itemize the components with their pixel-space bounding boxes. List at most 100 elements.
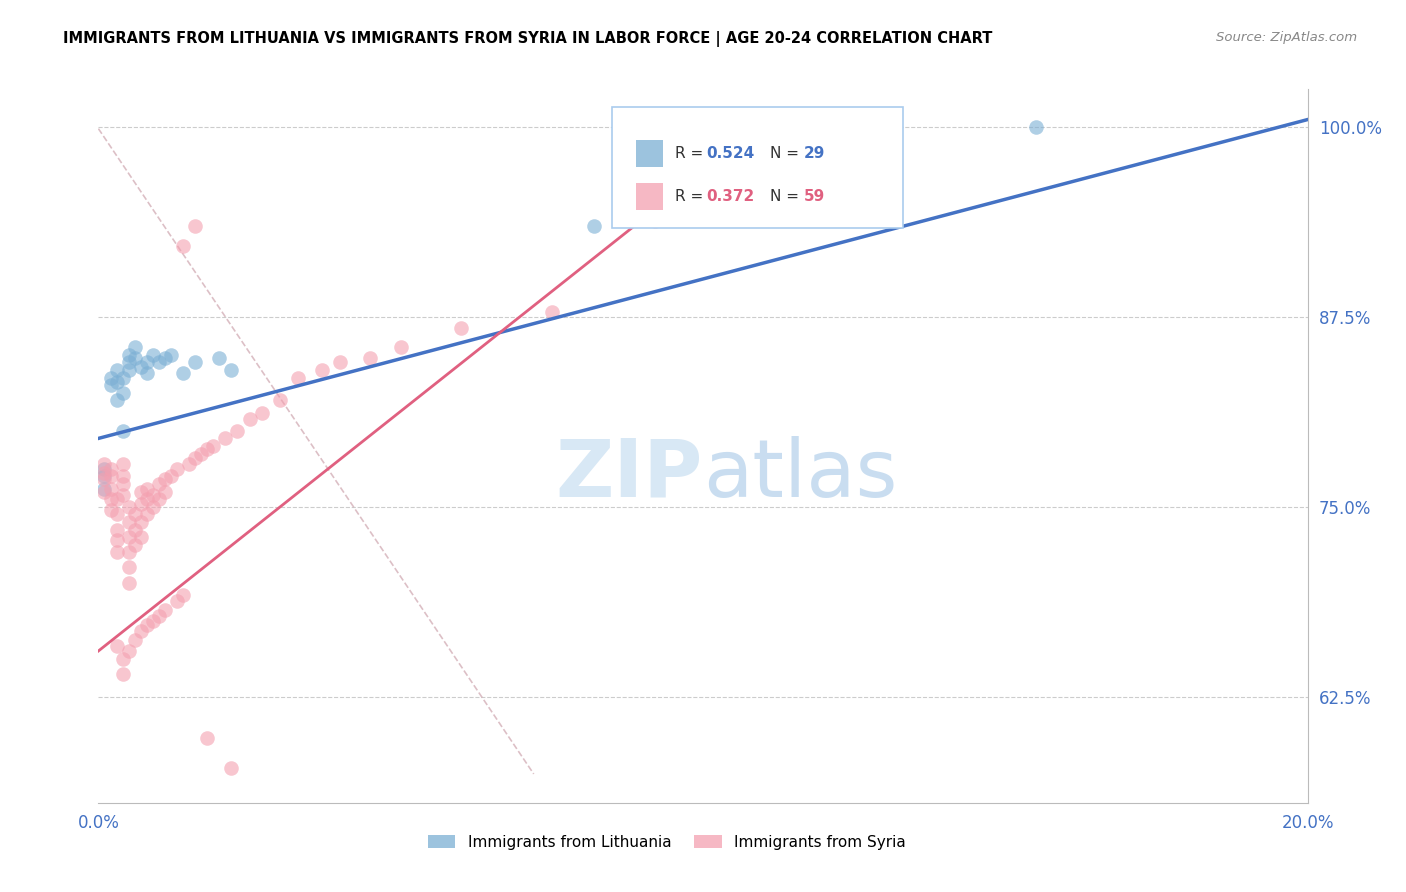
- Point: [100, 462, 122, 476]
- Point: [124, 340, 146, 354]
- Point: [93, 484, 115, 499]
- Point: [221, 363, 243, 377]
- Point: [184, 355, 207, 369]
- Point: [93, 462, 115, 476]
- Text: Source: ZipAtlas.com: Source: ZipAtlas.com: [1216, 31, 1357, 45]
- Point: [166, 594, 188, 608]
- Point: [100, 482, 122, 496]
- Point: [124, 633, 146, 648]
- Point: [105, 523, 128, 537]
- Point: [129, 484, 152, 499]
- Point: [105, 508, 128, 522]
- Text: 0.524: 0.524: [707, 146, 755, 161]
- Point: [389, 340, 412, 354]
- Point: [93, 467, 115, 481]
- Point: [142, 500, 165, 514]
- Point: [111, 487, 134, 501]
- Point: [583, 219, 606, 233]
- Point: [100, 370, 122, 384]
- Point: [153, 351, 176, 365]
- Point: [148, 492, 170, 507]
- Point: [644, 214, 666, 228]
- Point: [172, 366, 194, 380]
- Point: [111, 651, 134, 665]
- Point: [221, 761, 243, 775]
- Point: [111, 469, 134, 483]
- Point: [124, 538, 146, 552]
- Point: [105, 640, 128, 654]
- Point: [118, 348, 141, 362]
- Point: [179, 457, 201, 471]
- Point: [118, 560, 141, 574]
- Point: [118, 644, 141, 658]
- Point: [100, 502, 122, 516]
- Point: [111, 477, 134, 491]
- Point: [129, 497, 152, 511]
- Point: [540, 305, 562, 319]
- Point: [239, 411, 262, 425]
- Point: [184, 451, 207, 466]
- Point: [172, 238, 194, 252]
- Point: [124, 508, 146, 522]
- Point: [160, 469, 183, 483]
- Point: [135, 492, 157, 507]
- Point: [124, 351, 146, 365]
- Point: [195, 442, 218, 456]
- FancyBboxPatch shape: [637, 140, 664, 167]
- Point: [118, 500, 141, 514]
- Point: [135, 355, 157, 369]
- Legend: Immigrants from Lithuania, Immigrants from Syria: Immigrants from Lithuania, Immigrants fr…: [422, 829, 911, 855]
- Text: 29: 29: [803, 146, 825, 161]
- Point: [118, 575, 141, 590]
- FancyBboxPatch shape: [637, 183, 664, 210]
- Point: [129, 359, 152, 374]
- Point: [160, 348, 183, 362]
- Point: [153, 484, 176, 499]
- Point: [269, 393, 291, 408]
- Text: R =: R =: [675, 189, 709, 203]
- Point: [105, 545, 128, 559]
- Point: [118, 515, 141, 529]
- Point: [129, 515, 152, 529]
- Point: [118, 355, 141, 369]
- Point: [105, 492, 128, 507]
- Point: [111, 457, 134, 471]
- Point: [93, 457, 115, 471]
- Point: [226, 424, 249, 438]
- Point: [124, 523, 146, 537]
- Point: [111, 385, 134, 400]
- Point: [172, 588, 194, 602]
- Point: [208, 351, 231, 365]
- Point: [190, 447, 212, 461]
- Text: atlas: atlas: [703, 435, 897, 514]
- Text: R =: R =: [675, 146, 709, 161]
- Point: [195, 731, 218, 745]
- Point: [287, 370, 309, 384]
- Point: [153, 472, 176, 486]
- Text: 0.372: 0.372: [707, 189, 755, 203]
- Text: N =: N =: [769, 146, 803, 161]
- Point: [135, 618, 157, 632]
- Point: [135, 366, 157, 380]
- Point: [93, 469, 115, 483]
- Text: ZIP: ZIP: [555, 435, 703, 514]
- Point: [148, 477, 170, 491]
- Point: [100, 492, 122, 507]
- Point: [118, 363, 141, 377]
- Point: [142, 614, 165, 628]
- Point: [129, 530, 152, 544]
- Point: [166, 462, 188, 476]
- Point: [135, 508, 157, 522]
- Point: [100, 378, 122, 392]
- Point: [100, 469, 122, 483]
- Point: [142, 487, 165, 501]
- Point: [105, 393, 128, 408]
- Point: [135, 482, 157, 496]
- Point: [111, 424, 134, 438]
- Point: [105, 376, 128, 390]
- Point: [311, 363, 333, 377]
- Text: 59: 59: [803, 189, 824, 203]
- Text: IMMIGRANTS FROM LITHUANIA VS IMMIGRANTS FROM SYRIA IN LABOR FORCE | AGE 20-24 CO: IMMIGRANTS FROM LITHUANIA VS IMMIGRANTS …: [63, 31, 993, 47]
- Point: [148, 609, 170, 624]
- Point: [148, 355, 170, 369]
